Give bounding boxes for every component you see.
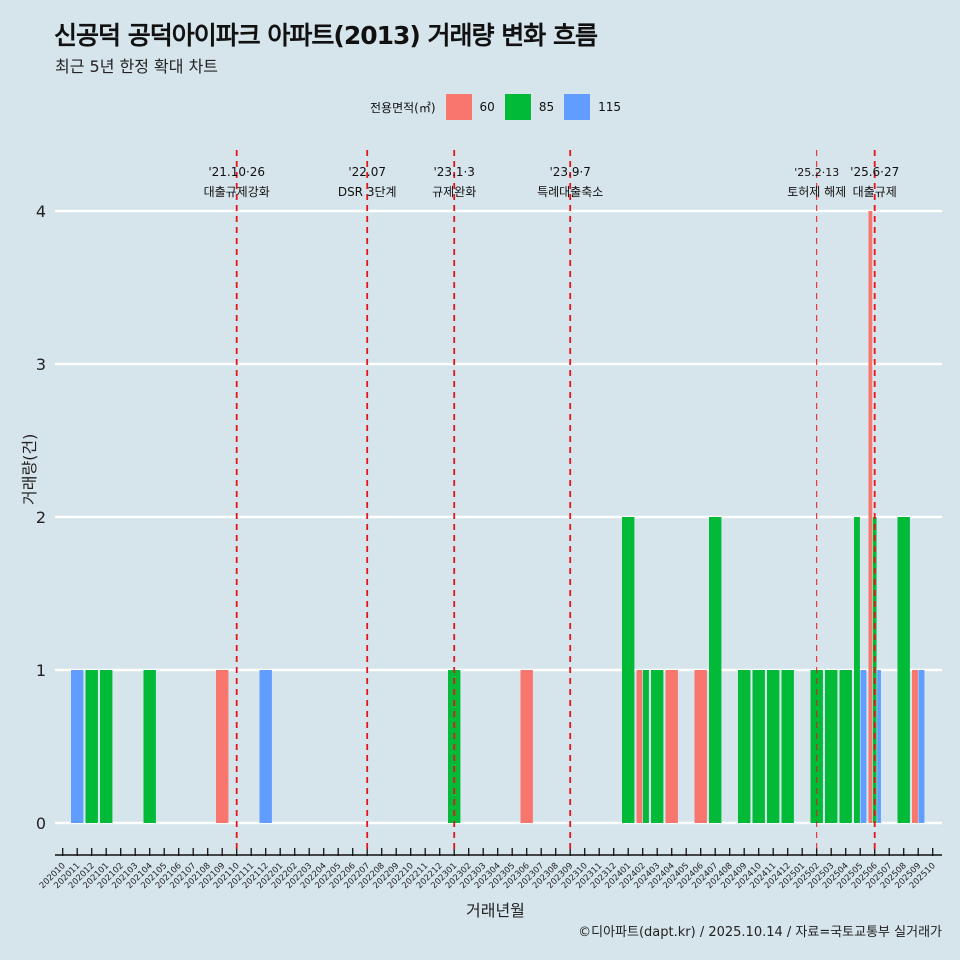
bar-202505-115 <box>860 670 867 823</box>
event-date: '22.07 <box>348 165 386 179</box>
bar-202401-85 <box>622 517 635 823</box>
y-tick-label: 4 <box>36 202 46 221</box>
chart-title: 신공덕 공덕아이파크 아파트(2013) 거래량 변화 흐름 <box>54 21 598 50</box>
y-tick-label: 2 <box>36 508 46 527</box>
event-date: '23.1·3 <box>433 165 474 179</box>
source-caption: ©디아파트(dapt.kr) / 2025.10.14 / 자료=국토교통부 실… <box>578 925 942 940</box>
legend-label-60: 60 <box>479 100 495 114</box>
bar-202411-85 <box>767 670 780 823</box>
bar-202509-60 <box>912 670 918 823</box>
legend: 전용면적(㎡) 60 85 115 <box>370 94 621 120</box>
bar-202402-60 <box>636 670 643 823</box>
bar-202403-85 <box>651 670 664 823</box>
event-label: 대출규제 <box>853 185 897 199</box>
legend-key-85 <box>504 94 531 120</box>
bar-202112-115 <box>259 670 272 823</box>
event-label: 규제완화 <box>432 185 476 199</box>
bar-202404-60 <box>665 670 678 823</box>
bar-202101-85 <box>100 670 113 823</box>
legend-title: 전용면적(㎡) <box>370 100 436 115</box>
legend-key-115 <box>564 94 591 120</box>
bar-202509-115 <box>918 670 925 823</box>
event-date: '21.10·26 <box>208 165 265 179</box>
bar-202402-85 <box>643 670 649 823</box>
bar-202410-85 <box>752 670 765 823</box>
legend-key-60 <box>445 94 472 120</box>
bar-202406-60 <box>694 670 707 823</box>
bar-202011-115 <box>71 670 84 823</box>
event-date: '25.6·27 <box>850 165 899 179</box>
legend-label-85: 85 <box>538 100 555 114</box>
legend-label-115: 115 <box>598 100 621 114</box>
y-axis-title: 거래량(건) <box>20 433 39 505</box>
bar-202503-85 <box>825 670 838 823</box>
y-tick-label: 1 <box>36 661 46 680</box>
bar-202508-85 <box>897 517 910 823</box>
bar-202407-85 <box>709 517 722 823</box>
event-date: '23.9·7 <box>549 165 590 179</box>
bar-202504-85 <box>839 670 852 823</box>
event-label: 토허제 해제 <box>787 185 846 199</box>
event-date: '25.2·13 <box>794 166 839 179</box>
bar-202409-85 <box>738 670 751 823</box>
bar-202104-85 <box>143 670 156 823</box>
chart-subtitle: 최근 5년 한정 확대 차트 <box>55 57 219 76</box>
event-label: DSR 3단계 <box>338 185 397 199</box>
event-label: 특례대출축소 <box>537 185 603 199</box>
bar-202306-60 <box>520 670 533 823</box>
bar-202412-85 <box>781 670 794 823</box>
y-tick-label: 0 <box>36 814 46 833</box>
bar-202505-85 <box>854 517 860 823</box>
x-axis-title: 거래년월 <box>466 901 525 920</box>
bar-202506-115 <box>877 670 881 823</box>
y-tick-label: 3 <box>36 355 46 374</box>
event-label: 대출규제강화 <box>204 185 270 199</box>
bar-202506-60 <box>868 211 873 823</box>
bar-202012-85 <box>85 670 98 823</box>
bar-202109-60 <box>216 670 229 823</box>
